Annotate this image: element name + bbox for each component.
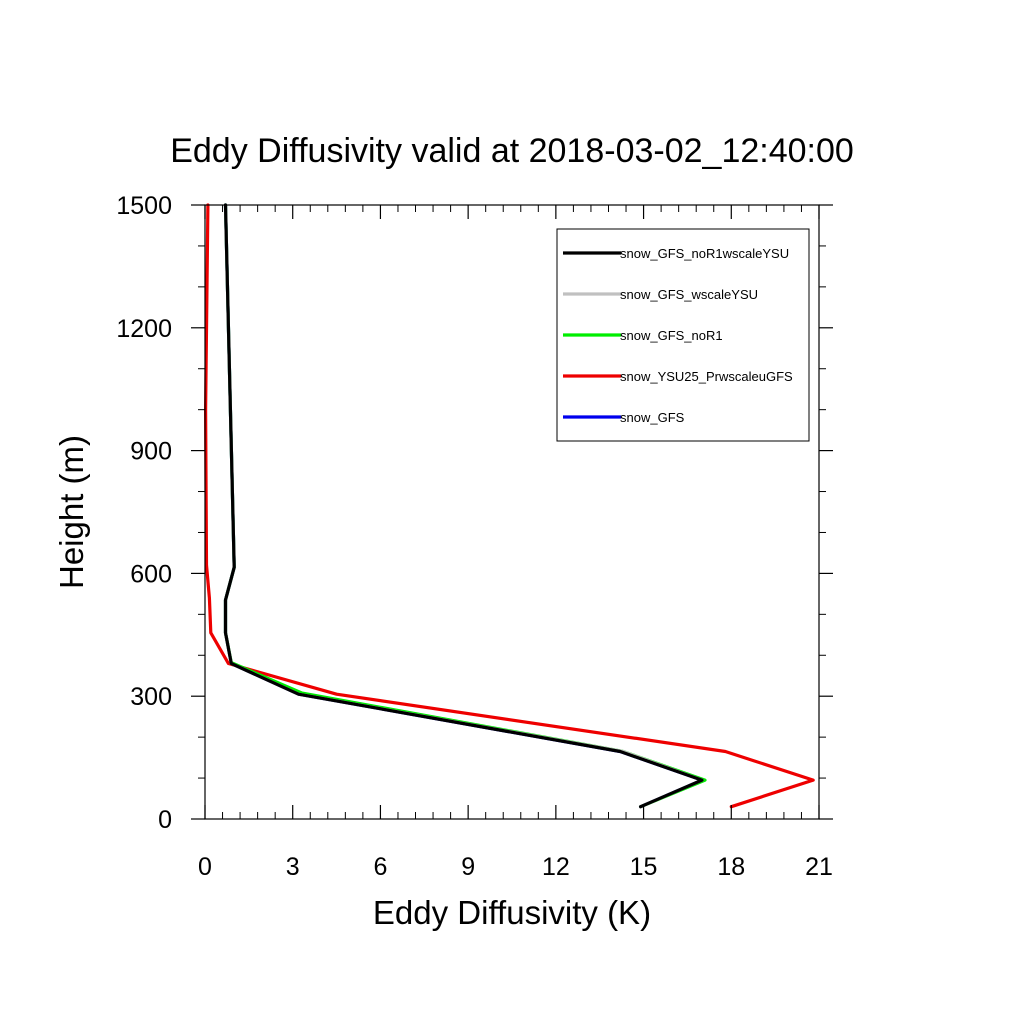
legend-label: snow_YSU25_PrwscaleuGFS xyxy=(620,369,793,384)
x-tick-label: 0 xyxy=(198,853,212,881)
legend-label: snow_GFS_wscaleYSU xyxy=(620,287,758,302)
series-line-snow_YSU25_PrwscaleuGFS xyxy=(204,203,815,809)
y-tick-label: 900 xyxy=(130,438,172,466)
x-tick-label: 12 xyxy=(542,853,570,881)
y-tick-label: 300 xyxy=(130,683,172,711)
series-line-snow_GFS_noR1wscaleYSU xyxy=(223,203,704,809)
chart-title: Eddy Diffusivity valid at 2018-03-02_12:… xyxy=(170,132,854,170)
y-axis-label: Height (m) xyxy=(53,435,90,589)
y-tick-label: 1500 xyxy=(116,192,172,220)
plot-area xyxy=(204,203,815,809)
axes: 0 3 6 9 12 15 18 21 0 300 600 900 1200 1500 xyxy=(116,192,833,881)
plot-frame xyxy=(204,204,820,820)
x-tick-label: 21 xyxy=(805,853,833,881)
x-tick-label: 3 xyxy=(286,853,300,881)
legend-label: snow_GFS_noR1wscaleYSU xyxy=(620,246,789,261)
x-tick-label: 9 xyxy=(461,853,475,881)
x-tick-label: 18 xyxy=(717,853,745,881)
y-tick-label: 600 xyxy=(130,560,172,588)
x-tick-label: 15 xyxy=(630,853,658,881)
y-tick-label: 0 xyxy=(158,806,172,834)
x-tick-label: 6 xyxy=(373,853,387,881)
x-axis-label: Eddy Diffusivity (K) xyxy=(373,894,651,931)
y-tick-label: 1200 xyxy=(116,315,172,343)
legend-label: snow_GFS xyxy=(620,410,685,425)
legend: snow_GFS_noR1wscaleYSU snow_GFS_wscaleYSU… xyxy=(556,228,810,442)
legend-label: snow_GFS_noR1 xyxy=(620,328,723,343)
